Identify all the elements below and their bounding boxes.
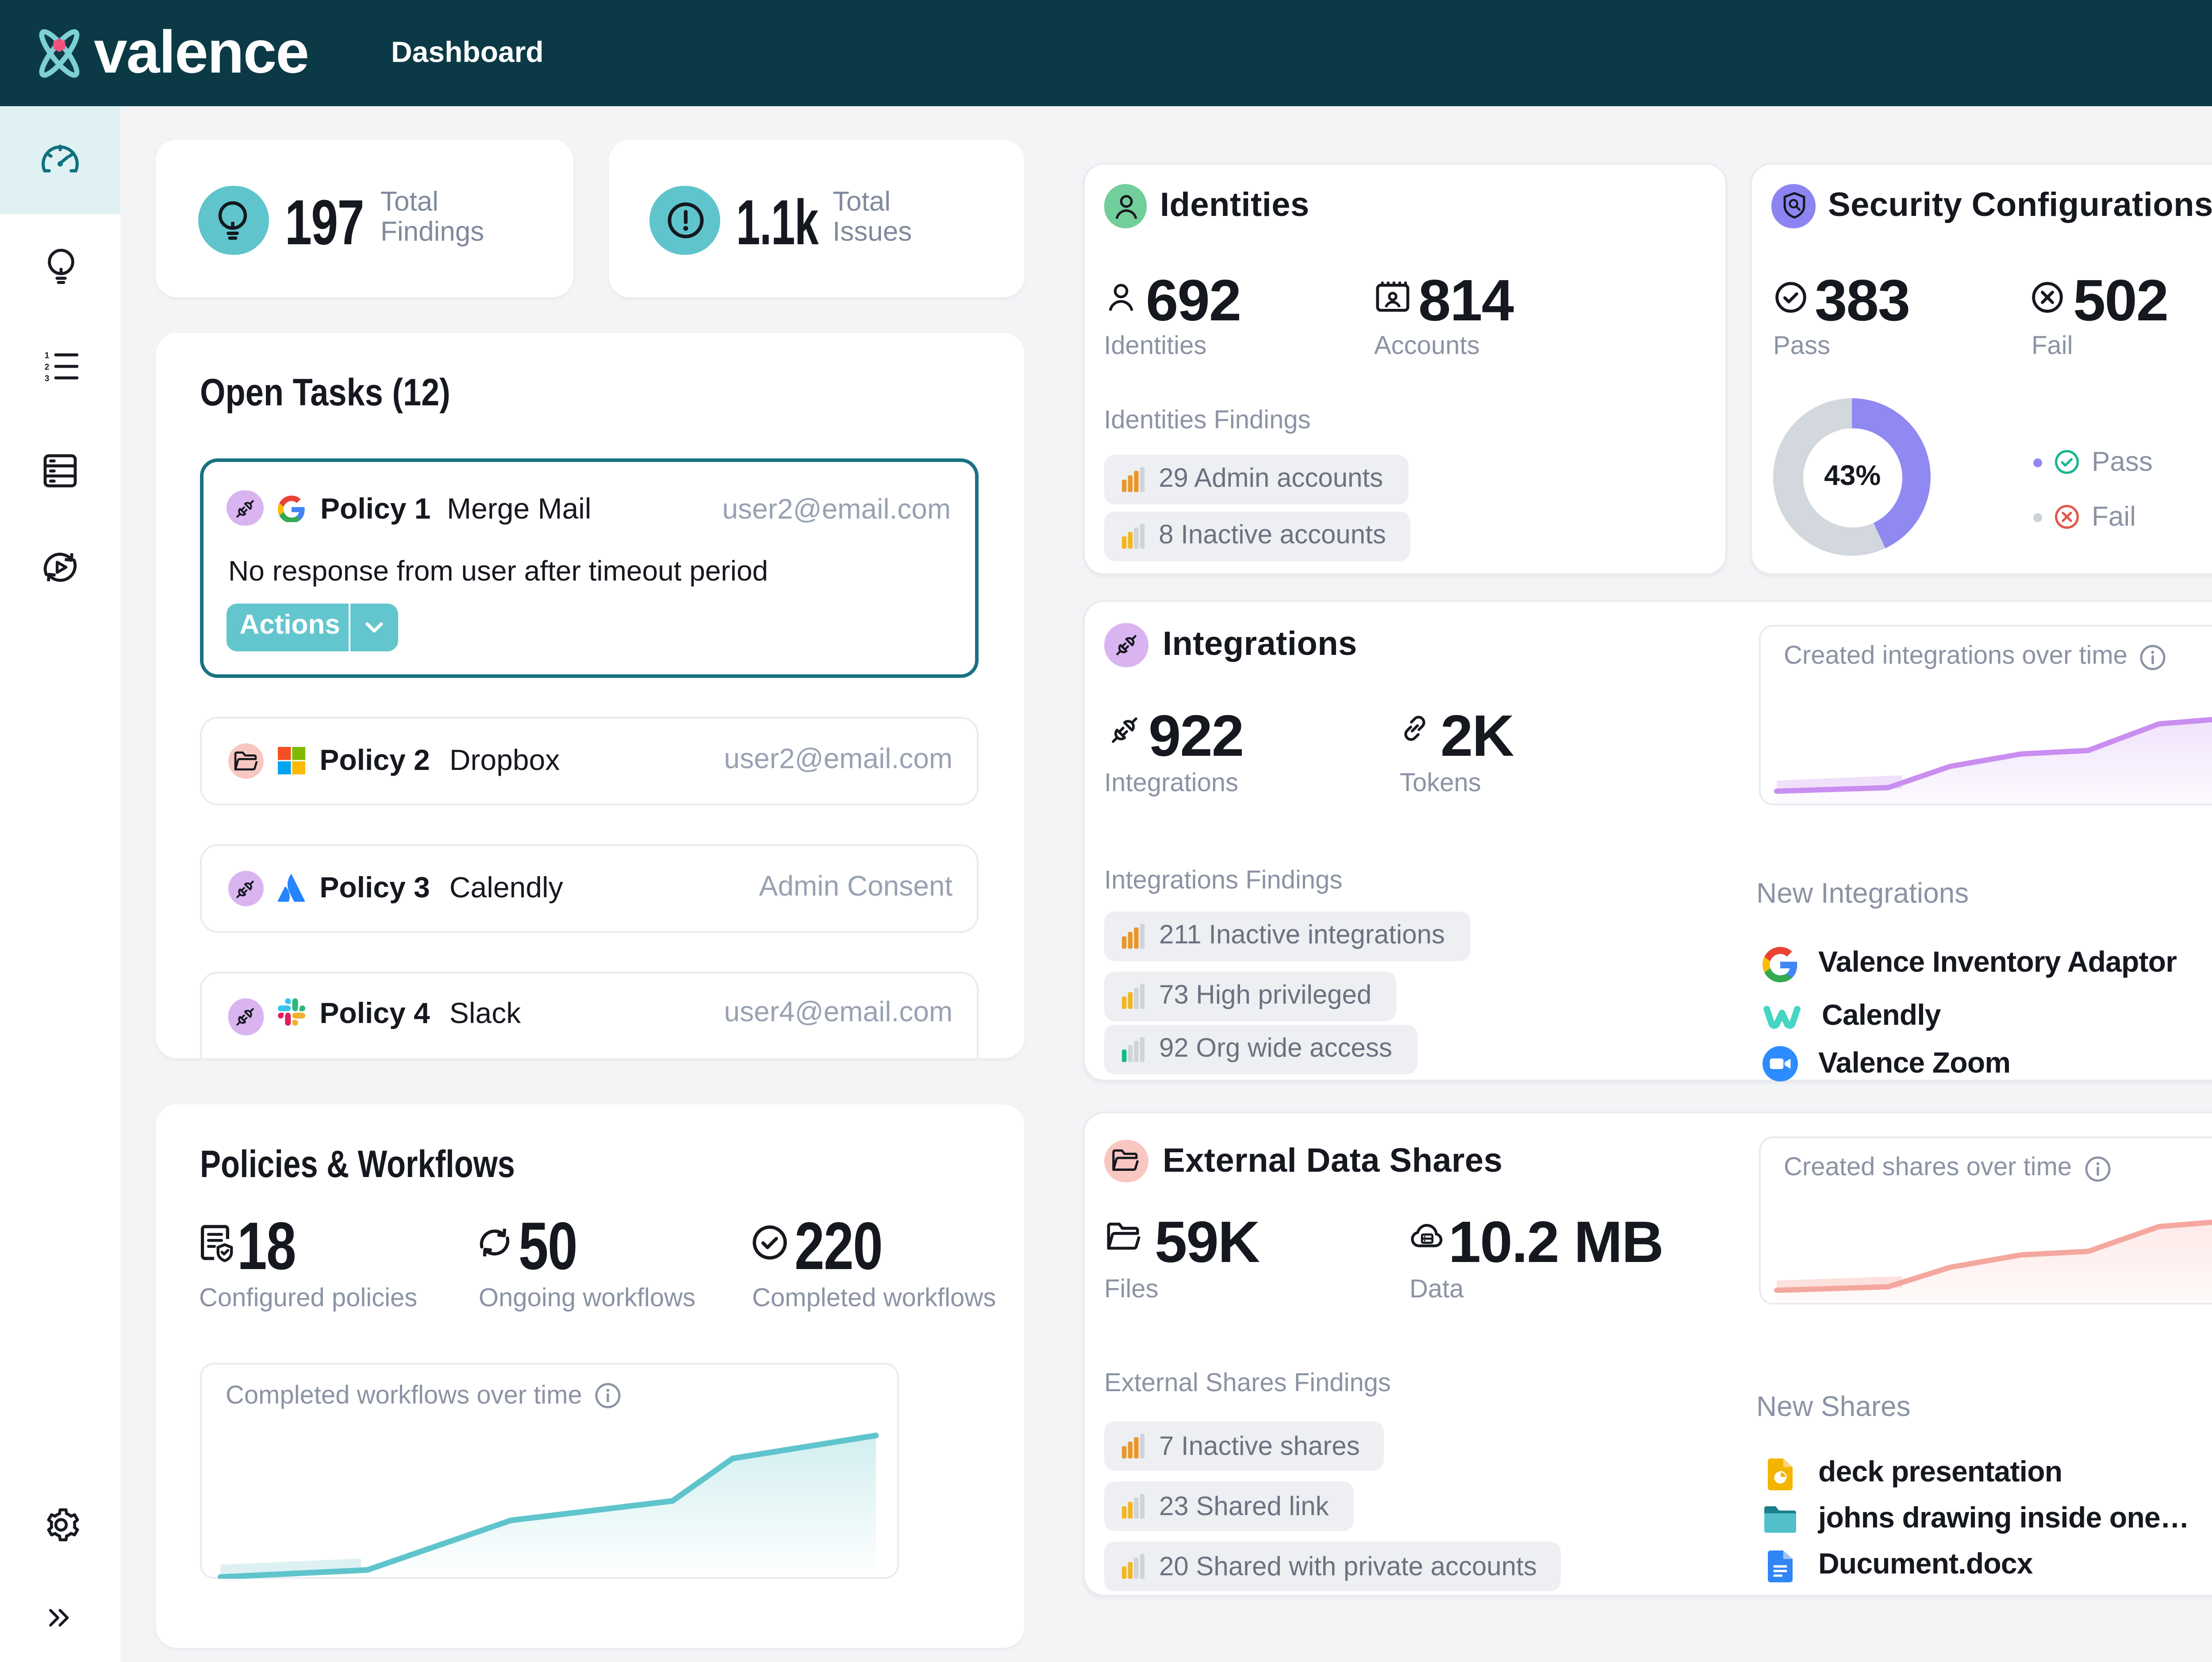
- svg-text:1: 1: [45, 351, 50, 361]
- svg-text:3: 3: [45, 374, 50, 382]
- svg-text:2: 2: [45, 363, 50, 372]
